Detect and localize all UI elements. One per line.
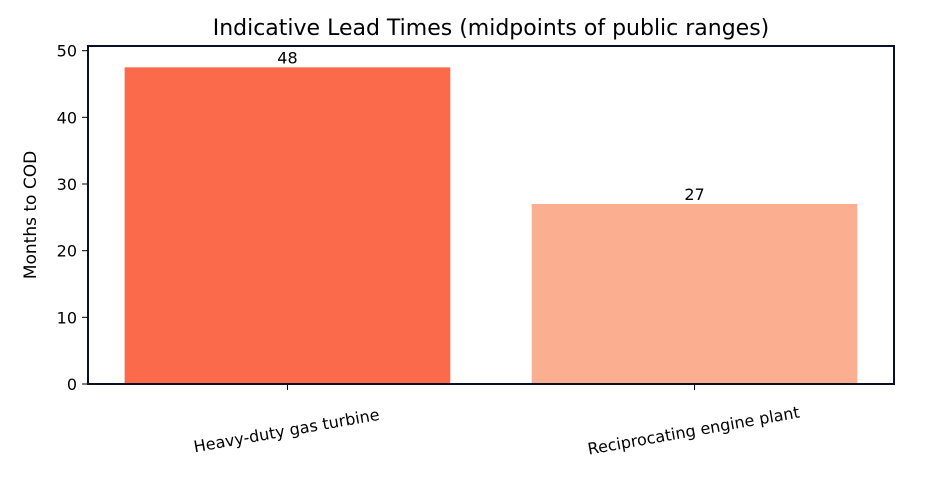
data-label: 48: [277, 48, 297, 67]
x-tick-label: Reciprocating engine plant: [586, 403, 801, 459]
y-tick-label: 10: [57, 308, 77, 327]
y-tick-label: 50: [57, 42, 77, 61]
data-label: 27: [684, 185, 704, 204]
bar: [124, 67, 451, 384]
bar: [531, 204, 858, 384]
y-tick-label: 20: [57, 242, 77, 261]
y-tick-label: 30: [57, 175, 77, 194]
y-axis-label: Months to COD: [21, 151, 41, 279]
y-tick-label: 40: [57, 108, 77, 127]
plot-frame: [87, 45, 895, 385]
x-tick-label: Heavy-duty gas turbine: [192, 405, 381, 456]
chart-title: Indicative Lead Times (midpoints of publ…: [213, 16, 770, 41]
y-tick-label: 0: [67, 375, 77, 394]
